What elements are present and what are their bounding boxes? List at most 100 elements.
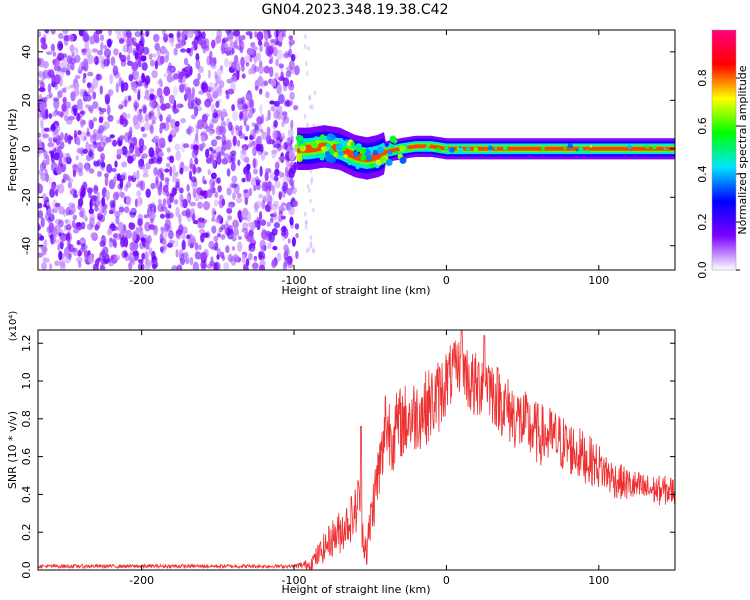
- spectrogram-cell: [350, 141, 356, 147]
- spectrogram-cell: [260, 245, 266, 253]
- spectrogram-cell: [192, 144, 199, 151]
- spectrogram-cell: [81, 242, 86, 253]
- spectrogram-cell: [53, 152, 60, 161]
- spectrogram-cell: [163, 33, 169, 43]
- spectrogram-cell: [123, 32, 127, 43]
- spectrogram-cell: [194, 242, 199, 251]
- spectrogram-cell: [65, 69, 71, 76]
- spectrogram-cell: [245, 62, 250, 67]
- spectrogram-cell: [57, 52, 65, 61]
- spectrogram-cell: [226, 187, 232, 196]
- spectrogram-cell: [126, 37, 131, 47]
- spectrogram-cell: [426, 143, 431, 147]
- spectrogram-cell: [84, 95, 89, 101]
- spectrogram-cell: [249, 221, 256, 231]
- y-tick-label: 20: [20, 93, 33, 107]
- spectrogram-cell: [129, 251, 133, 262]
- spectrogram-cell: [107, 228, 113, 235]
- spectrogram-cell: [161, 227, 169, 239]
- spectrogram-cell: [115, 82, 119, 93]
- spectrogram-cell: [285, 172, 289, 177]
- spectrogram-cell: [645, 144, 650, 149]
- spectrogram-cell: [186, 184, 190, 192]
- spectrogram-cell: [225, 30, 232, 35]
- spectrogram-cell: [265, 168, 272, 174]
- spectrogram-cell: [89, 35, 96, 45]
- spectrogram-cell: [264, 38, 269, 46]
- spectrogram-cell: [45, 94, 53, 99]
- spectrogram-cell: [353, 151, 359, 158]
- spectrogram-cell: [80, 243, 88, 251]
- spectrogram-cell: [247, 232, 254, 243]
- spectrogram-cell: [112, 65, 119, 76]
- spectrogram-cell: [148, 211, 156, 221]
- spectrogram-cell: [205, 45, 210, 52]
- spectrogram-cell: [56, 165, 63, 175]
- spectrogram-cell: [143, 95, 150, 100]
- spectrogram-cell: [54, 74, 61, 85]
- spectrogram-cell: [138, 138, 145, 149]
- spectrogram-cell: [120, 80, 125, 86]
- spectrogram-cell: [232, 246, 235, 251]
- spectrogram-cell: [663, 147, 667, 151]
- spectrogram-cell: [273, 175, 279, 182]
- spectrogram-cell: [258, 193, 263, 199]
- spectrogram-cell: [170, 128, 177, 136]
- spectrogram-cell: [189, 65, 193, 76]
- spectrogram-cell: [282, 77, 290, 87]
- spectrogram-cell: [273, 210, 278, 221]
- spectrogram-cell: [267, 242, 272, 250]
- spectrogram-cell: [182, 234, 186, 241]
- spectrogram-cell: [107, 114, 114, 122]
- signal-band: [297, 139, 675, 166]
- spectrogram-cell: [143, 214, 150, 219]
- spectrogram-cell: [246, 163, 251, 171]
- spectrogram-cell: [125, 195, 132, 206]
- spectrogram-cell: [253, 256, 257, 265]
- spectrogram-cell: [259, 165, 263, 177]
- spectrogram-cell: [111, 168, 117, 172]
- spectrogram-cell: [449, 147, 455, 153]
- spectrogram-cell: [77, 162, 84, 173]
- spectrogram-cell: [90, 232, 97, 240]
- snr-x-axis-label: Height of straight line (km): [281, 583, 430, 596]
- spectrogram-cell: [57, 243, 61, 251]
- spectrogram-cell: [122, 44, 129, 53]
- spectrogram-cell: [131, 81, 137, 91]
- signal-band: [297, 135, 675, 170]
- spectrogram-cell: [197, 72, 201, 81]
- y-tick-label: -40: [20, 237, 33, 255]
- spectrogram-cell: [48, 213, 55, 222]
- spectrogram-cell: [165, 213, 171, 219]
- spectrogram-cell: [283, 115, 290, 124]
- spectrogram-cell: [218, 80, 225, 89]
- spectrogram-cell: [77, 130, 82, 136]
- spectrogram-cell: [134, 30, 142, 38]
- spectrogram-cell: [279, 171, 283, 179]
- spectrogram-cell: [76, 256, 83, 263]
- spectrogram-cell: [308, 94, 312, 100]
- spectrogram-cell: [218, 226, 223, 233]
- spectrogram-cell: [355, 165, 360, 170]
- spectrogram-cell: [127, 130, 132, 140]
- spectrogram-cell: [59, 232, 67, 242]
- spectrogram-cell: [104, 48, 111, 58]
- spectrogram-cell: [162, 122, 170, 131]
- spectrogram-cell: [59, 261, 66, 270]
- spectrogram-cell: [283, 141, 288, 150]
- spectrogram-cell: [237, 159, 241, 166]
- spectrogram-cell: [274, 161, 280, 170]
- spectrogram-cell: [148, 100, 156, 108]
- spectrogram-cell: [129, 241, 135, 252]
- y-tick-label: 0: [20, 145, 33, 152]
- spectrogram-cell: [223, 153, 230, 160]
- spectrogram-cell: [200, 251, 208, 261]
- spectrogram-cell: [256, 219, 261, 231]
- spectrogram-cell: [288, 150, 296, 161]
- snr-panel: -200 -100 0 100 0.0 0.2 0.4 0.6 0.8 1.0 1.2 Heigh…: [6, 311, 676, 596]
- spectrogram-cell: [293, 162, 297, 170]
- spectrogram-cell: [290, 54, 296, 62]
- spectrogram-cell: [233, 30, 241, 37]
- spectrogram-cell: [215, 125, 223, 136]
- spectrogram-cell: [227, 225, 234, 235]
